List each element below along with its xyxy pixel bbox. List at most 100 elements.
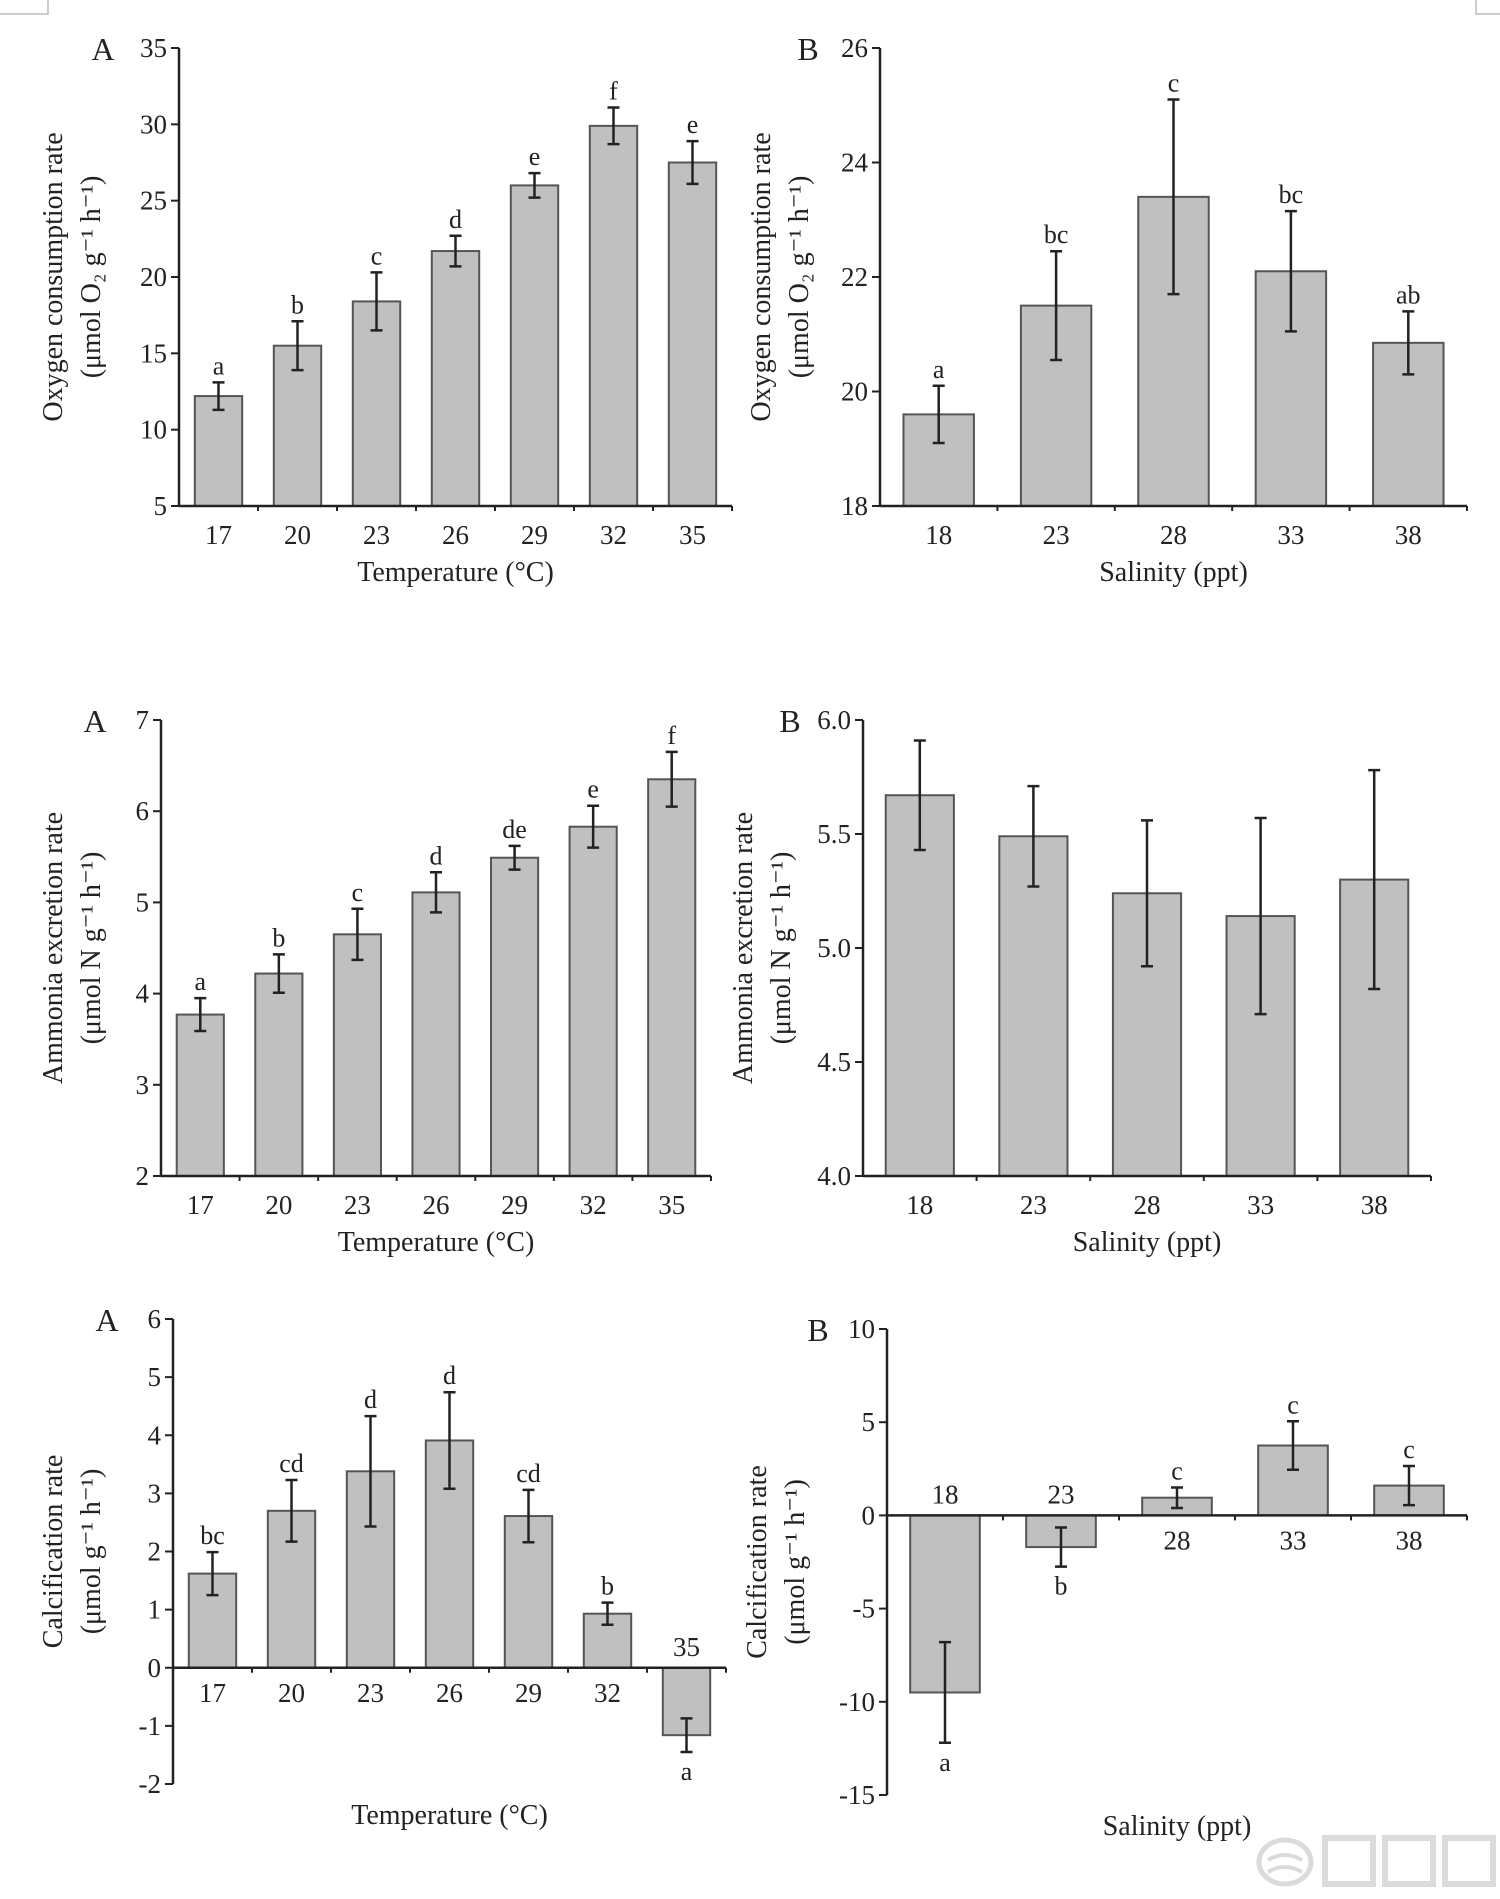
x-tick-label: 18 (906, 1190, 933, 1220)
y-tick-label: 6 (148, 1304, 162, 1334)
bar (647, 778, 697, 1178)
y-axis-title: Calcification rate (38, 1455, 69, 1649)
y-tick-label: 20 (841, 377, 868, 407)
y-tick-label: 5 (154, 491, 168, 521)
error-bar (291, 320, 304, 372)
y-tick-label: 5 (148, 1362, 162, 1392)
y-axis-title: (μmol O₂ g⁻¹ h⁻¹) (76, 176, 107, 379)
panel-label: A (83, 703, 106, 739)
x-tick-label: 32 (600, 520, 627, 550)
significance-letter: cd (516, 1459, 541, 1488)
error-bar (1055, 1526, 1067, 1568)
x-tick-label: 17 (205, 520, 232, 550)
y-axis-title: (μmol O₂ g⁻¹ h⁻¹) (784, 176, 815, 379)
x-tick-label: 32 (594, 1678, 621, 1708)
error-bar (212, 381, 225, 412)
panel-label: B (807, 1312, 828, 1348)
significance-letter: de (502, 815, 527, 844)
error-bar (932, 384, 945, 445)
error-bar (913, 739, 926, 852)
error-bar (607, 106, 620, 146)
x-axis-title: Temperature (°C) (338, 1227, 535, 1258)
x-tick-label: 32 (580, 1190, 607, 1220)
watermark-logo (1256, 1835, 1496, 1887)
error-bar (1167, 98, 1180, 296)
x-tick-label: 29 (501, 1190, 528, 1220)
y-tick-label: 7 (136, 705, 150, 735)
y-tick-label: 4.0 (817, 1161, 851, 1191)
y-tick-label: -15 (839, 1780, 875, 1810)
bar (884, 794, 955, 1177)
y-tick-label: 4 (136, 979, 150, 1009)
significance-letter: bc (1044, 220, 1069, 249)
y-tick-label: 2 (136, 1161, 150, 1191)
y-tick-label: 20 (140, 262, 167, 292)
y-tick-label: 6.0 (817, 705, 851, 735)
significance-letter: cd (279, 1449, 304, 1478)
y-axis-title: Oxygen consumption rate (746, 132, 777, 421)
error-bar (665, 750, 678, 808)
x-tick-label: 23 (357, 1678, 384, 1708)
y-tick-label: 10 (848, 1314, 875, 1344)
bar (568, 825, 618, 1177)
error-bar (508, 844, 521, 871)
error-bar (1027, 784, 1040, 888)
bar (351, 300, 402, 507)
significance-letter: f (667, 721, 676, 750)
bar (661, 1666, 712, 1737)
x-axis-title: Salinity (ppt) (1099, 557, 1248, 588)
x-tick-label: 28 (1134, 1190, 1161, 1220)
y-tick-label: 22 (841, 262, 868, 292)
y-tick-label: 4.5 (817, 1047, 851, 1077)
y-tick-label: 18 (841, 491, 868, 521)
y-tick-label: 4 (148, 1420, 162, 1450)
x-tick-label: 38 (1395, 520, 1422, 550)
x-tick-label: 26 (442, 520, 469, 550)
y-axis-title: (μmol N g⁻¹ h⁻¹) (76, 852, 107, 1045)
error-bar (1141, 819, 1153, 968)
significance-letter: b (291, 290, 304, 319)
x-tick-label: 26 (436, 1678, 463, 1708)
x-tick-label: 23 (1020, 1190, 1047, 1220)
x-tick-label: 17 (187, 1190, 214, 1220)
y-tick-label: 5.0 (817, 933, 851, 963)
significance-letter: a (939, 1748, 951, 1777)
x-tick-label: 38 (1361, 1190, 1388, 1220)
x-tick-label: 20 (265, 1190, 292, 1220)
significance-letter: e (529, 142, 541, 171)
x-tick-label: 28 (1164, 1525, 1191, 1555)
x-tick-label: 26 (423, 1190, 450, 1220)
y-tick-label: 15 (140, 338, 167, 368)
significance-letter: a (681, 1757, 693, 1786)
y-tick-label: 25 (140, 186, 167, 216)
significance-letter: a (213, 351, 225, 380)
error-bar (1050, 249, 1063, 362)
bar (193, 395, 244, 507)
error-bar (1402, 310, 1415, 376)
x-tick-label: 23 (1048, 1479, 1075, 1509)
chart-panel-5: Ba 18 b 23 c 28 c 33 c 38 -15 -10 -5 0 5 10 Salinity (pp… (742, 1312, 1468, 1842)
y-tick-label: 1 (148, 1595, 162, 1625)
y-tick-label: 24 (841, 148, 869, 178)
error-bar (194, 996, 207, 1033)
error-bar (528, 171, 541, 199)
error-bar (430, 871, 442, 914)
chart-panel-0: Aa 17 b 20 c 23 d 26 e 29 f 32 e 35 5 10 15 20 25 30 35 Tempe… (38, 31, 733, 588)
error-bar (364, 1414, 377, 1528)
y-axis-title: Ammonia excretion rate (38, 812, 69, 1084)
error-bar (1287, 1420, 1299, 1471)
y-tick-label: 5.5 (817, 819, 851, 849)
error-bar (939, 1640, 951, 1745)
significance-letter: f (609, 77, 618, 106)
panel-label: A (91, 31, 114, 67)
bar (411, 891, 461, 1177)
error-bar (443, 1390, 456, 1490)
x-tick-label: 33 (1247, 1190, 1274, 1220)
significance-letter: bc (200, 1521, 225, 1550)
bar (998, 835, 1069, 1178)
crop-mark-top-right (1475, 0, 1500, 15)
x-tick-label: 23 (344, 1190, 371, 1220)
x-tick-label: 17 (199, 1678, 226, 1708)
bar (430, 250, 481, 507)
x-tick-label: 23 (1043, 520, 1070, 550)
